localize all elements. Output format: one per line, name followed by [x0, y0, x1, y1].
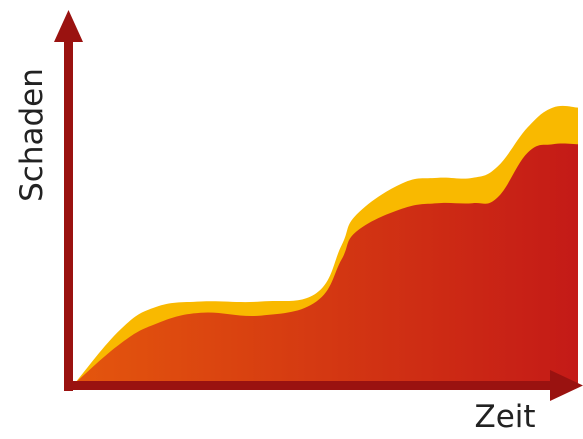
y-axis-label: Schaden — [14, 68, 50, 202]
y-axis-arrowhead — [54, 10, 83, 42]
lower-series-area — [75, 143, 578, 383]
x-axis-line — [64, 381, 554, 390]
axes — [54, 10, 583, 401]
x-axis-label: Zeit — [474, 399, 535, 435]
x-axis-arrowhead — [550, 370, 583, 401]
y-axis-line — [64, 38, 73, 391]
plot-areas — [75, 105, 578, 383]
